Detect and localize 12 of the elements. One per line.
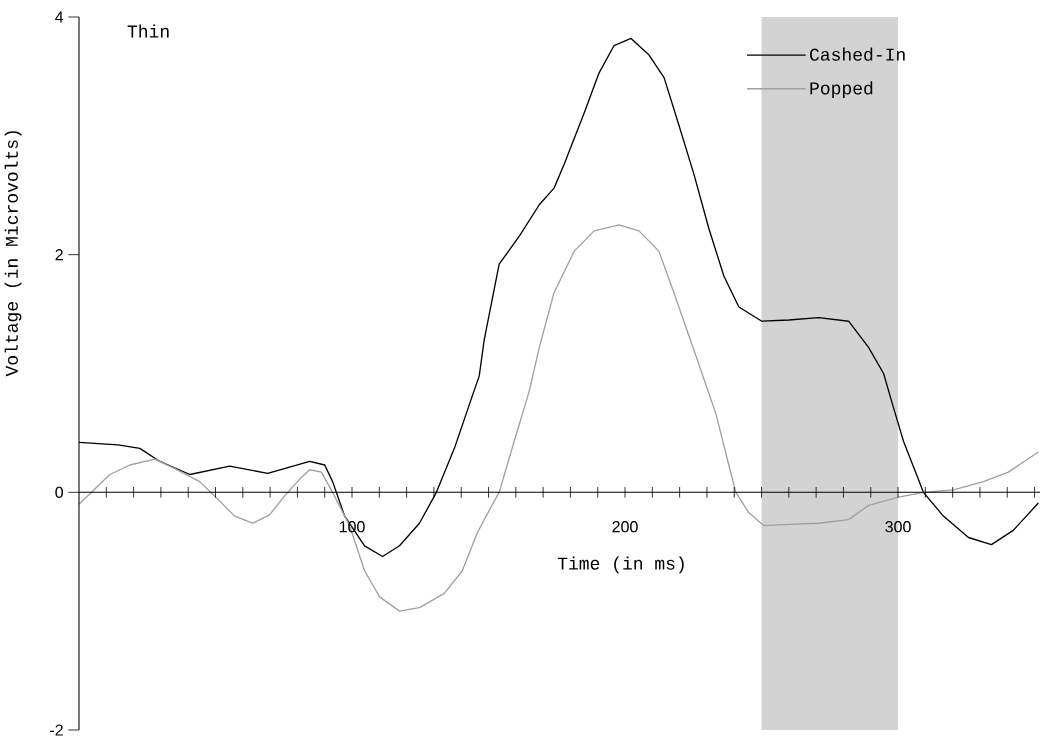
line-series <box>78 224 1040 612</box>
x-tick-label: 200 <box>612 521 638 533</box>
y-tick-label: 2 <box>55 249 63 261</box>
legend-label: Popped <box>810 81 873 99</box>
y-tick-label: 0 <box>55 486 64 498</box>
chart-title: Thin <box>127 24 169 38</box>
legend-label: Cashed-In <box>810 47 905 61</box>
x-tick-label: 300 <box>885 521 911 533</box>
y-tick-label: 4 <box>55 11 64 23</box>
x-axis-title: Time (in ms) <box>557 556 684 574</box>
y-axis-title: Voltage (in Microvolts) <box>4 131 22 377</box>
y-tick-label: -2 <box>50 724 63 736</box>
